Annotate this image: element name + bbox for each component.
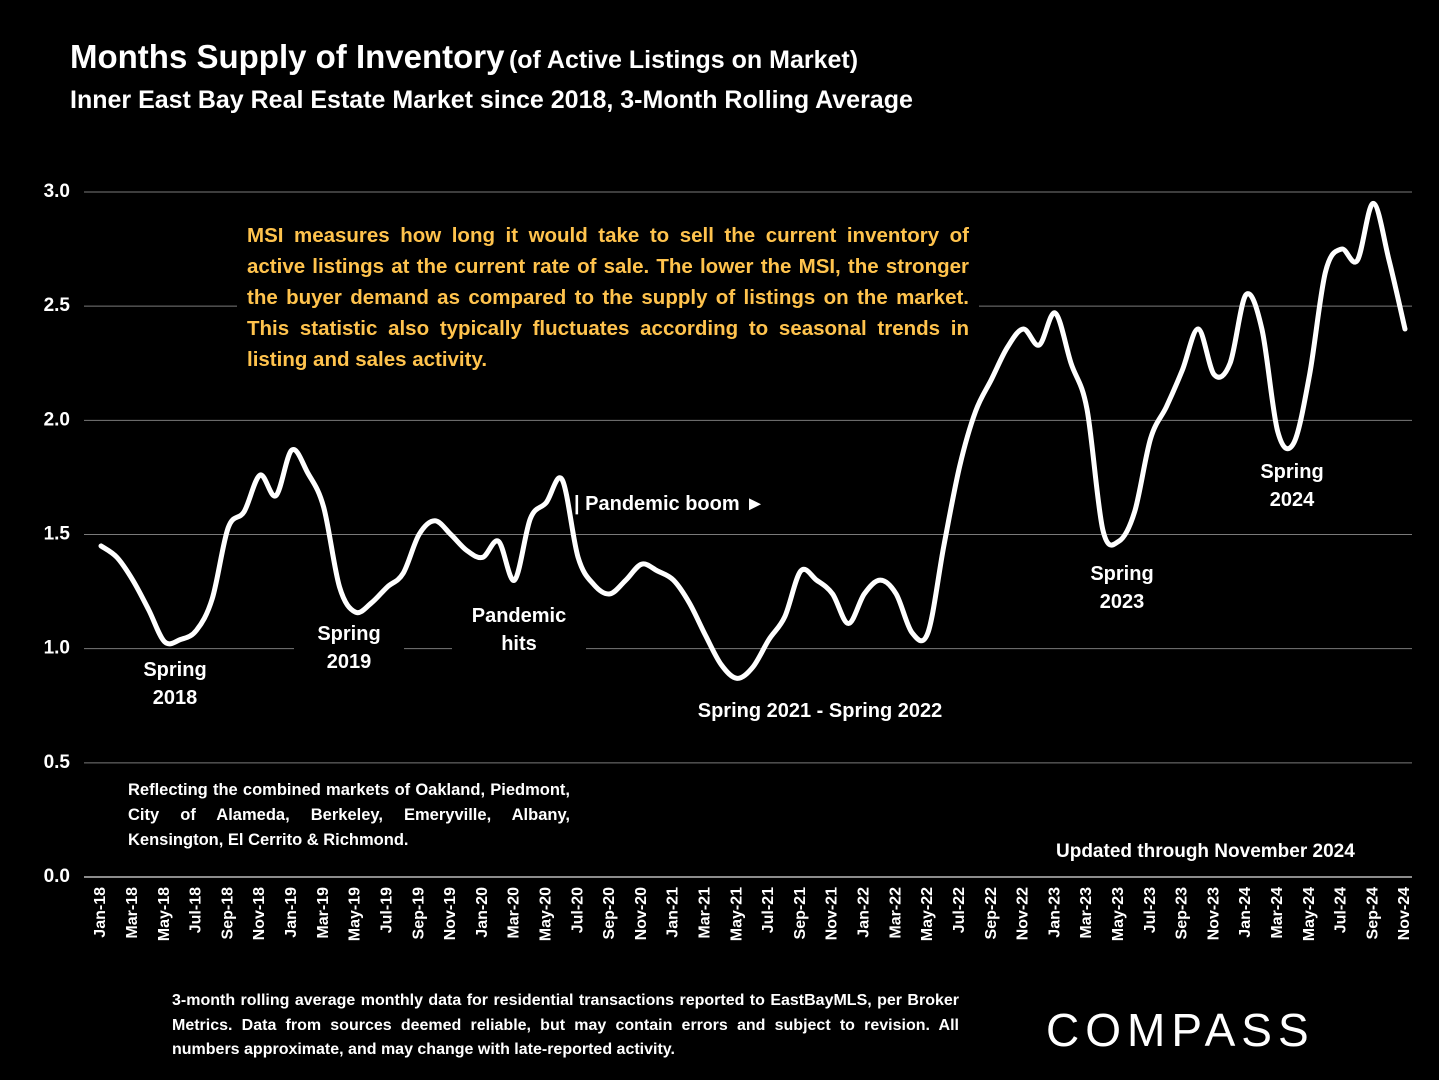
annotation: Spring 2019 bbox=[294, 620, 404, 676]
x-tick-label: Mar-24 bbox=[1269, 887, 1286, 939]
annotation: Spring 2021 - Spring 2022 bbox=[697, 700, 943, 722]
y-tick-label: 1.0 bbox=[44, 638, 70, 659]
annotation: Pandemic hits bbox=[452, 602, 586, 658]
annotation: Spring 2023 bbox=[1090, 563, 1154, 613]
x-tick-label: Sep-19 bbox=[410, 887, 427, 940]
x-tick-label: Mar-22 bbox=[887, 887, 904, 939]
x-tick-label: Jan-24 bbox=[1237, 887, 1254, 938]
markets-note: Reflecting the combined markets of Oakla… bbox=[128, 781, 570, 849]
x-tick-label: Jan-23 bbox=[1046, 887, 1063, 938]
x-tick-label: Sep-20 bbox=[601, 887, 618, 940]
x-tick-label: May-21 bbox=[728, 887, 745, 941]
x-tick-label: Jul-21 bbox=[760, 887, 777, 933]
x-tick-label: May-24 bbox=[1301, 887, 1318, 941]
x-tick-label: Sep-22 bbox=[983, 887, 1000, 940]
x-tick-label: Mar-21 bbox=[697, 887, 714, 939]
x-tick-label: May-22 bbox=[919, 887, 936, 941]
chart-title: Months Supply of Inventory bbox=[70, 38, 505, 75]
x-tick-label: Sep-24 bbox=[1364, 887, 1381, 940]
annotation: | Pandemic boom ► bbox=[574, 493, 765, 515]
title-note: (of Active Listings on Market) bbox=[508, 46, 859, 74]
x-tick-label: Jul-24 bbox=[1333, 887, 1350, 933]
x-tick-label: May-19 bbox=[347, 887, 364, 941]
x-tick-label: Jul-19 bbox=[378, 887, 395, 933]
y-tick-label: 2.5 bbox=[44, 295, 71, 316]
x-tick-label: Jan-22 bbox=[856, 887, 873, 938]
y-tick-label: 3.0 bbox=[44, 181, 70, 202]
x-tick-label: Jul-20 bbox=[569, 887, 586, 933]
x-tick-label: Jan-18 bbox=[92, 887, 109, 938]
x-tick-label: Jul-22 bbox=[951, 887, 968, 933]
x-tick-label: May-23 bbox=[1110, 887, 1127, 941]
x-tick-label: Jan-19 bbox=[283, 887, 300, 938]
x-tick-label: May-18 bbox=[156, 887, 173, 941]
explanation: MSI measures how long it would take to s… bbox=[237, 220, 979, 375]
x-tick-label: Nov-18 bbox=[251, 887, 268, 940]
footnote: 3-month rolling average monthly data for… bbox=[172, 992, 959, 1058]
x-tick-label: Mar-23 bbox=[1078, 887, 1095, 939]
y-tick-label: 0.0 bbox=[44, 866, 70, 887]
x-tick-label: Nov-21 bbox=[824, 887, 841, 940]
annotation: Spring 2024 bbox=[1260, 461, 1324, 511]
subtitle: Inner East Bay Real Estate Market since … bbox=[70, 86, 913, 114]
y-tick-label: 1.5 bbox=[44, 524, 71, 545]
y-tick-label: 2.0 bbox=[44, 409, 70, 430]
y-tick-label: 0.5 bbox=[44, 752, 71, 773]
x-tick-label: Nov-24 bbox=[1396, 887, 1413, 940]
x-tick-label: Mar-18 bbox=[124, 887, 141, 939]
x-tick-label: Jan-20 bbox=[474, 887, 491, 938]
annotation: Spring 2018 bbox=[120, 656, 230, 712]
updated-note: Updated through November 2024 bbox=[1056, 841, 1355, 862]
x-tick-label: May-20 bbox=[537, 887, 554, 941]
x-tick-label: Sep-21 bbox=[792, 887, 809, 940]
x-tick-label: Jul-18 bbox=[188, 887, 205, 933]
x-tick-label: Nov-22 bbox=[1015, 887, 1032, 940]
x-tick-label: Jan-21 bbox=[665, 887, 682, 938]
x-tick-label: Mar-20 bbox=[506, 887, 523, 939]
x-tick-label: Nov-23 bbox=[1205, 887, 1222, 940]
x-tick-label: Nov-19 bbox=[442, 887, 459, 940]
x-tick-label: Nov-20 bbox=[633, 887, 650, 940]
title-row: Months Supply of Inventory (of Active Li… bbox=[70, 38, 858, 76]
x-tick-label: Sep-23 bbox=[1174, 887, 1191, 940]
x-tick-label: Jul-23 bbox=[1142, 887, 1159, 933]
x-tick-label: Mar-19 bbox=[315, 887, 332, 939]
brand-logo: COMPASS bbox=[1046, 1004, 1315, 1056]
x-tick-label: Sep-18 bbox=[219, 887, 236, 940]
data-line bbox=[98, 200, 1408, 681]
